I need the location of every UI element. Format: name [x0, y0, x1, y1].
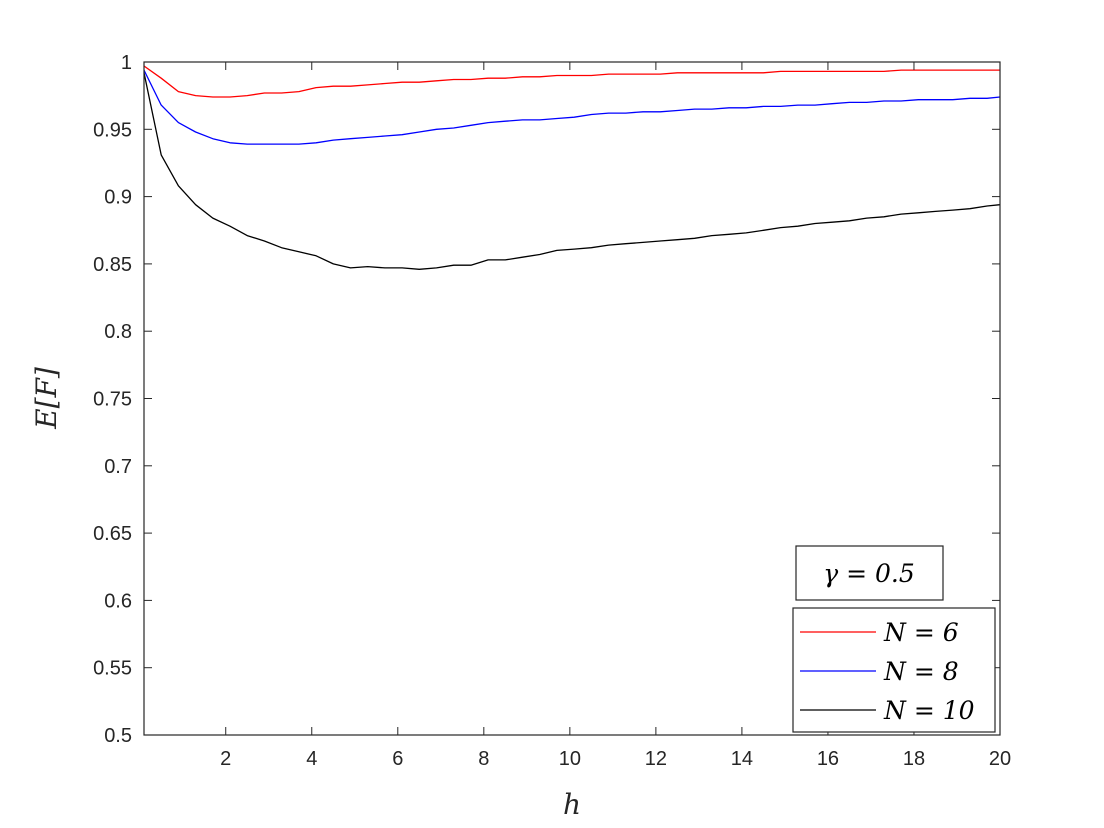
y-tick-label: 0.5	[104, 725, 132, 747]
y-tick-label: 0.75	[93, 389, 132, 411]
ticks-layer: 2 4 6 8 10 12 14 16 18 20 0.5 0.55 0.6 0.65 0.7 0.75 0.8…	[93, 52, 1011, 770]
x-tick-label: 12	[645, 748, 667, 770]
legend-label-2: N = 10	[883, 696, 975, 725]
y-tick-label: 0.65	[93, 523, 132, 545]
legend: N = 6 N = 8 N = 10	[792, 607, 996, 733]
series-layer	[143, 65, 1001, 270]
legend-items: N = 6 N = 8 N = 10	[800, 618, 975, 725]
legend-label-0: N = 6	[883, 618, 959, 647]
x-tick-label: 4	[306, 748, 317, 770]
y-tick-label: 0.8	[104, 321, 132, 343]
x-tick-label: 14	[731, 748, 753, 770]
x-tick-label: 20	[989, 748, 1011, 770]
series-line-1	[143, 69, 1001, 145]
y-tick-label: 0.95	[93, 119, 132, 141]
y-axis-label: E[F]	[30, 367, 63, 430]
x-axis-label: h	[563, 788, 581, 821]
annotation-frame	[795, 545, 944, 601]
x-tick-label: 10	[559, 748, 581, 770]
annotation-text: γ = 0.5	[823, 559, 915, 588]
x-tick-label: 18	[903, 748, 925, 770]
series-line-2	[143, 72, 1001, 270]
x-tick-label: 6	[392, 748, 403, 770]
series-line-0	[143, 65, 1000, 98]
annotation-box: γ = 0.5	[795, 545, 944, 601]
y-tick-label: 0.6	[104, 590, 132, 612]
x-tick-label: 8	[478, 748, 489, 770]
y-tick-label: 0.85	[93, 254, 132, 276]
legend-frame	[792, 607, 996, 733]
x-tick-label: 2	[220, 748, 231, 770]
legend-label-1: N = 8	[883, 657, 959, 686]
y-tick-label: 0.9	[104, 187, 132, 209]
x-tick-label: 16	[817, 748, 839, 770]
y-tick-label: 1	[121, 52, 132, 74]
y-tick-label: 0.7	[104, 456, 132, 478]
y-tick-label: 0.55	[93, 658, 132, 680]
